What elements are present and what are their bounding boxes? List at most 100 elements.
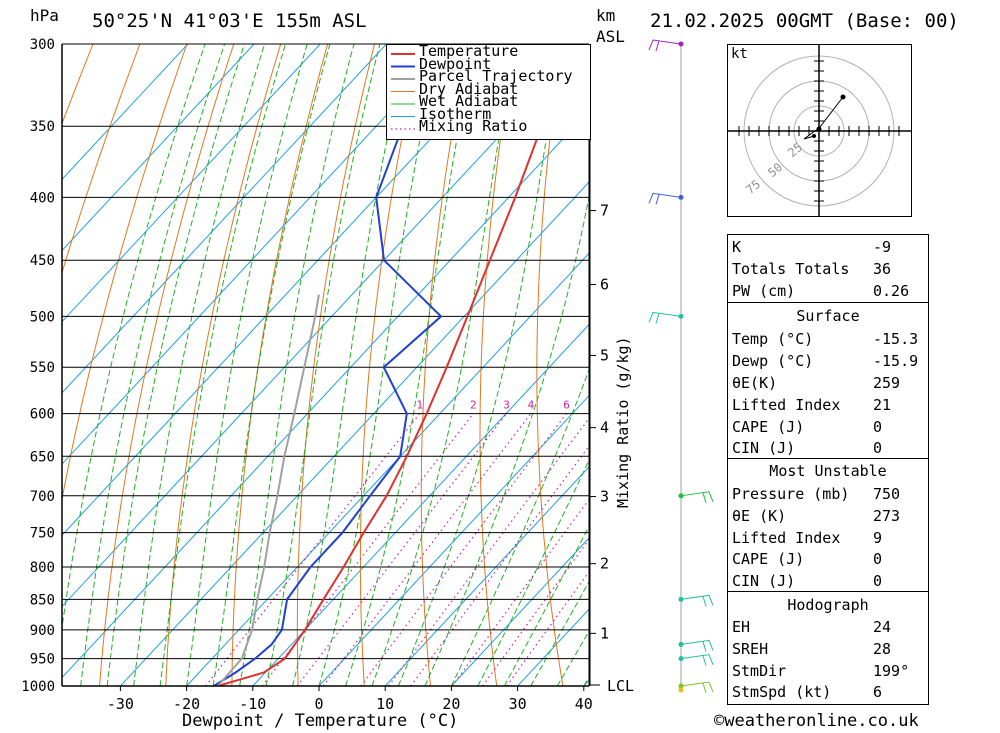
mixing-ratio-line — [410, 445, 589, 686]
pressure-tick-label: 450 — [30, 253, 55, 269]
legend-temperature: Temperature — [419, 42, 519, 60]
k-index-label: K — [732, 238, 742, 256]
indices-most-unstable: Most Unstable Pressure (mb) 750 θE (K) 273… — [727, 458, 929, 593]
km-tick-label: 3 — [600, 488, 609, 506]
wet-adiabat-line — [424, 194, 589, 686]
isotherm-line — [62, 44, 520, 536]
wet-adiabats — [62, 44, 589, 686]
isotherm-line — [120, 181, 589, 686]
surface-cape-label: CAPE (J) — [732, 418, 805, 436]
mu-thetae-value: 273 — [873, 507, 901, 525]
hodo-stmdir-label: StmDir — [732, 662, 787, 680]
surface-li-label: Lifted Index — [732, 396, 841, 414]
dry-adiabat-line — [62, 44, 141, 275]
km-axis: 1 2 3 4 5 6 7 — [589, 44, 609, 686]
hodo-title: Hodograph — [787, 596, 869, 614]
x-tick-label: 40 — [575, 695, 593, 713]
mixing-ratio-label: 6 — [563, 399, 570, 412]
wind-barb — [648, 311, 682, 323]
legend-dry-adiabat: Dry Adiabat — [419, 79, 519, 98]
isotherm-line — [62, 110, 589, 679]
pressure-tick-label: 1000 — [21, 679, 55, 695]
x-axis-label: Dewpoint / Temperature (°C) — [182, 711, 459, 731]
isotherm-line — [62, 44, 321, 323]
x-tick-label: 0 — [314, 695, 323, 713]
km-tick-label: 5 — [600, 346, 609, 364]
legend-isotherm: Isotherm — [419, 104, 492, 123]
mixing-ratio-axis-label: Mixing Ratio (g/kg) — [614, 336, 632, 508]
x-tick-label: -10 — [239, 695, 266, 713]
wind-barb — [680, 654, 714, 665]
wet-adiabat-line — [292, 44, 409, 686]
mixing-ratio-line — [296, 413, 507, 686]
hodo-stmdir-value: 199° — [873, 662, 910, 680]
mixing-ratio-label: 1 — [416, 399, 423, 412]
wind-barbs — [648, 39, 714, 694]
wet-adiabat-line — [133, 44, 266, 686]
dry-adiabat-line — [645, 44, 695, 686]
wet-adiabat-line — [106, 44, 245, 686]
x-tick-label: 20 — [442, 695, 460, 713]
km-tick-label: 7 — [600, 202, 609, 220]
x-tick-label: -20 — [173, 695, 200, 713]
pressure-tick-label: 700 — [30, 489, 55, 505]
legend-wet-adiabat: Wet Adiabat — [419, 92, 519, 110]
wet-adiabat-line — [159, 44, 286, 686]
copyright-link[interactable]: ©weatheronline.co.uk — [714, 711, 919, 731]
wind-barb — [680, 639, 714, 651]
mixing-ratio-line — [360, 413, 567, 686]
hpa-label: hPa — [30, 6, 59, 25]
isotherm-line — [451, 537, 589, 686]
series-line-parcel — [216, 294, 320, 686]
pressure-tick-label: 950 — [30, 652, 55, 668]
hodograph-unit: kt — [731, 46, 748, 62]
wet-adiabat-line — [186, 44, 308, 686]
mu-li-label: Lifted Index — [732, 529, 841, 547]
indices-hodograph: Hodograph EH 24 SREH 28 StmDir 199° StmSpd … — [727, 591, 929, 705]
wet-adiabat-line — [212, 44, 331, 686]
mixing-ratio-label: 4 — [528, 399, 535, 412]
pressure-level-lines: 300 350 400 450 500 550 600 650 700 750 800 850 900 9… — [21, 37, 589, 695]
wet-adiabat-line — [318, 44, 441, 686]
wet-adiabat-line — [239, 44, 355, 686]
isotherm-line — [62, 44, 189, 181]
km-tick-label: 6 — [600, 276, 609, 294]
pressure-tick-label: 550 — [30, 360, 55, 376]
surface-dewp-value: -15.9 — [873, 352, 919, 370]
series-line-temperature — [217, 44, 577, 686]
hodo-eh-label: EH — [732, 618, 751, 636]
isotherm-line — [62, 44, 255, 252]
pressure-tick-label: 300 — [30, 37, 55, 53]
hodo-eh-value: 24 — [873, 618, 892, 636]
pressure-tick-label: 750 — [30, 526, 55, 542]
sounding-series — [213, 44, 577, 686]
wind-barb — [680, 594, 714, 606]
wind-barb-flag — [702, 682, 707, 694]
totals-value: 36 — [873, 260, 892, 278]
isotherms — [62, 44, 589, 686]
isotherm-line — [252, 323, 589, 686]
pw-label: PW (cm) — [732, 282, 796, 300]
pressure-tick-label: 500 — [30, 309, 55, 325]
chart-axes: -30 -20 -10 0 10 20 30 40 — [61, 44, 593, 713]
wet-adiabat-line — [345, 44, 476, 686]
isotherm-line — [62, 44, 454, 465]
km-tick-label: 4 — [600, 419, 609, 437]
pressure-tick-label: 800 — [30, 560, 55, 576]
pressure-tick-label: 900 — [30, 623, 55, 639]
pressure-tick-label: 350 — [30, 119, 55, 135]
location-title: 50°25'N 41°03'E 155m ASL — [92, 10, 367, 32]
legend-dewpoint: Dewpoint — [419, 54, 492, 73]
mu-pressure-label: Pressure (mb) — [732, 485, 850, 503]
wet-adiabat-line — [62, 44, 206, 632]
wet-adiabat-line — [371, 44, 516, 686]
legend-mixing-ratio: Mixing Ratio — [419, 117, 528, 135]
wet-adiabat-line — [503, 525, 589, 686]
dry-adiabat-line — [984, 44, 1000, 686]
k-index-value: -9 — [873, 238, 892, 256]
wind-barb-flag — [655, 40, 660, 52]
mixing-ratio-line — [388, 417, 589, 686]
lcl-label: LCL — [607, 677, 635, 695]
x-tick-label: -30 — [107, 695, 134, 713]
mixing-ratio-label: 15 — [646, 399, 659, 412]
